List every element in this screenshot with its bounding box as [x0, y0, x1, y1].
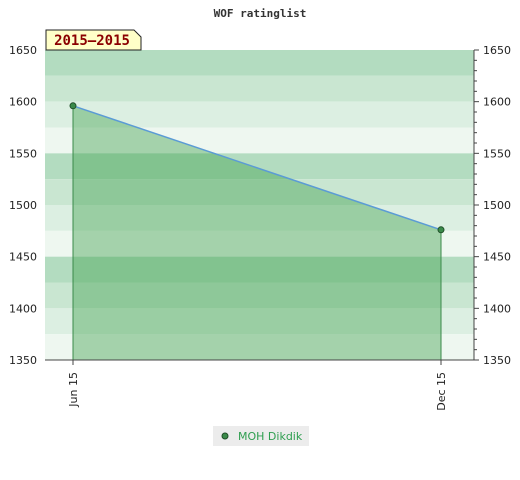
y-tick-label-right: 1600	[483, 96, 511, 109]
x-tick-label: Jun 15	[67, 372, 80, 408]
y-tick-label-left: 1450	[9, 251, 37, 264]
y-tick-label-right: 1450	[483, 251, 511, 264]
series-area	[69, 102, 445, 360]
legend-box	[213, 426, 309, 446]
x-axis: Jun 15 Dec 15	[45, 359, 474, 411]
grid-band	[45, 153, 474, 180]
legend-marker	[221, 432, 229, 440]
grid-band	[45, 282, 474, 309]
series-area-fill	[73, 105, 441, 360]
period-badge-label: 2015–2015	[54, 33, 130, 49]
y-axis-right: 1350 1400 1450 1500 1550 1600 1650	[473, 44, 511, 367]
legend[interactable]: MOH Dikdik	[213, 426, 309, 446]
y-tick-label-right: 1550	[483, 147, 511, 160]
series-point	[437, 226, 445, 234]
grid-band	[45, 205, 474, 231]
chart-title: WOF ratinglist	[214, 7, 307, 20]
y-tick-label-right: 1500	[483, 199, 511, 212]
y-tick-label-right: 1650	[483, 44, 511, 57]
x-tick-label: Dec 15	[435, 372, 448, 411]
y-tick-label-right: 1350	[483, 354, 511, 367]
grid-band	[45, 230, 474, 257]
y-tick-label-left: 1600	[9, 96, 37, 109]
grid-band	[45, 256, 474, 283]
y-tick-label-left: 1550	[9, 147, 37, 160]
grid-band	[45, 75, 474, 102]
grid-band	[45, 50, 474, 76]
series-point	[69, 102, 77, 110]
y-tick-label-left: 1400	[9, 302, 37, 315]
period-badge: 2015–2015	[45, 29, 142, 51]
series-line	[72, 105, 442, 231]
grid-band	[45, 179, 474, 205]
period-badge-box	[45, 29, 142, 51]
grid-band	[45, 334, 474, 360]
y-tick-label-right: 1400	[483, 302, 511, 315]
plot-background	[45, 50, 474, 360]
y-tick-label-left: 1500	[9, 199, 37, 212]
y-tick-label-left: 1650	[9, 44, 37, 57]
grid-band	[45, 101, 474, 128]
legend-label: MOH Dikdik	[238, 430, 303, 443]
y-tick-label-left: 1350	[9, 354, 37, 367]
y-axis-left: 1350 1400 1450 1500 1550 1600 1650	[9, 44, 37, 367]
grid-band	[45, 127, 474, 154]
grid-band	[45, 308, 474, 335]
